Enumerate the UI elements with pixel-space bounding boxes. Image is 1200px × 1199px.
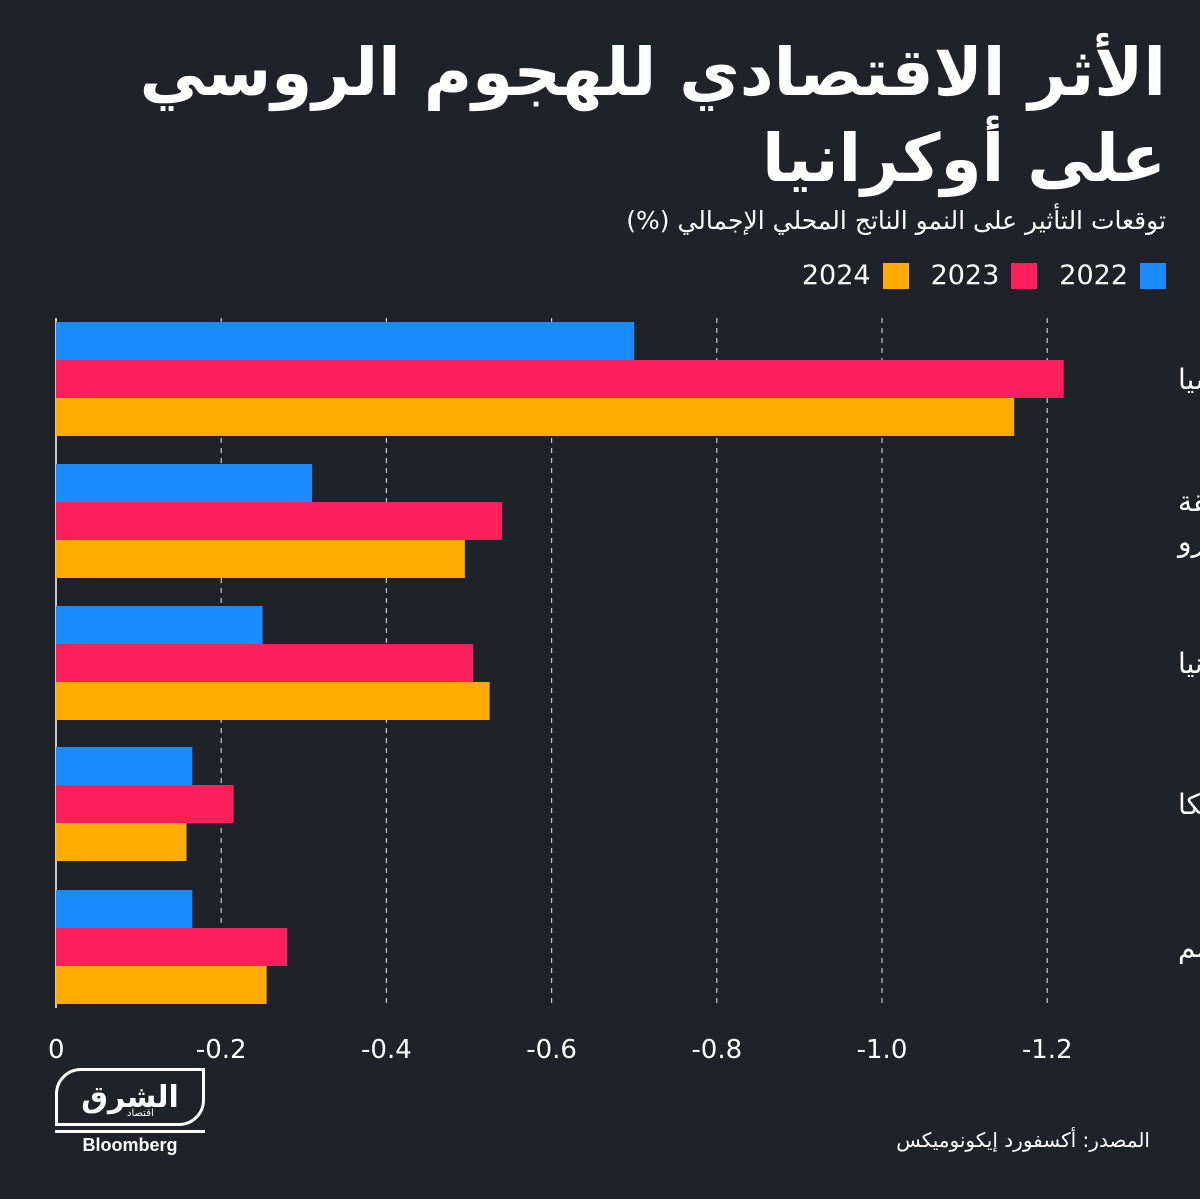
x-tick-label: -0.2 bbox=[196, 1035, 247, 1065]
category-label: اليورو bbox=[1176, 525, 1200, 558]
bar-2023 bbox=[56, 785, 234, 823]
legend-swatch-2024 bbox=[882, 262, 909, 289]
chart-title: الأثر الاقتصادي للهجوم الروسي على أوكران… bbox=[139, 34, 1166, 197]
bar-2022 bbox=[56, 747, 193, 785]
chart-subtitle: توقعات التأثير على النمو الناتج المحلي ا… bbox=[626, 206, 1166, 235]
category-label: أمريكا bbox=[1178, 785, 1200, 821]
x-tick-label: -0.6 bbox=[526, 1035, 577, 1065]
category-label: روسيا bbox=[1178, 363, 1200, 396]
legend-label-2024: 2024 bbox=[801, 260, 871, 291]
bar-2024 bbox=[56, 682, 490, 720]
bar-2022 bbox=[56, 890, 193, 928]
bar-2022 bbox=[56, 464, 313, 502]
logo-brand: الشرق bbox=[55, 1068, 205, 1126]
x-tick-label: -1.2 bbox=[1022, 1035, 1073, 1065]
legend-swatch-2023 bbox=[1011, 262, 1038, 289]
legend-label-2022: 2022 bbox=[1059, 260, 1128, 291]
category-label: العالم bbox=[1178, 931, 1200, 964]
category-label: منطقة bbox=[1178, 485, 1200, 518]
category-label: بريطانيا bbox=[1178, 647, 1200, 680]
bar-2023 bbox=[56, 502, 503, 540]
bar-2024 bbox=[56, 966, 267, 1004]
legend-swatch-2022 bbox=[1140, 262, 1166, 289]
legend-label-2023: 2023 bbox=[930, 260, 1000, 291]
bar-2024 bbox=[56, 540, 465, 578]
asharq-bloomberg-logo: الشرق اقتصاد Bloomberg bbox=[55, 1068, 210, 1158]
x-tick-label: -0.4 bbox=[361, 1035, 412, 1065]
bar-2023 bbox=[56, 360, 1064, 398]
x-tick-label: -0.8 bbox=[691, 1035, 742, 1065]
bar-2022 bbox=[56, 606, 263, 644]
bar-2023 bbox=[56, 644, 474, 682]
bar-2023 bbox=[56, 928, 288, 966]
bar-2024 bbox=[56, 823, 187, 861]
legend-item-2023: 2023 bbox=[931, 260, 1038, 291]
legend: 2022 2023 2024 bbox=[802, 260, 1166, 291]
logo-partner: Bloomberg bbox=[55, 1130, 205, 1157]
legend-item-2024: 2024 bbox=[802, 260, 909, 291]
x-tick-label: -1.0 bbox=[857, 1035, 908, 1065]
x-tick-label: 0 bbox=[48, 1035, 65, 1065]
legend-item-2022: 2022 bbox=[1059, 260, 1166, 291]
source-note: المصدر: أكسفورد إيكونوميكس bbox=[896, 1128, 1150, 1152]
bar-2024 bbox=[56, 398, 1015, 436]
bar-2022 bbox=[56, 322, 635, 360]
logo-sub: اقتصاد bbox=[127, 1108, 154, 1119]
